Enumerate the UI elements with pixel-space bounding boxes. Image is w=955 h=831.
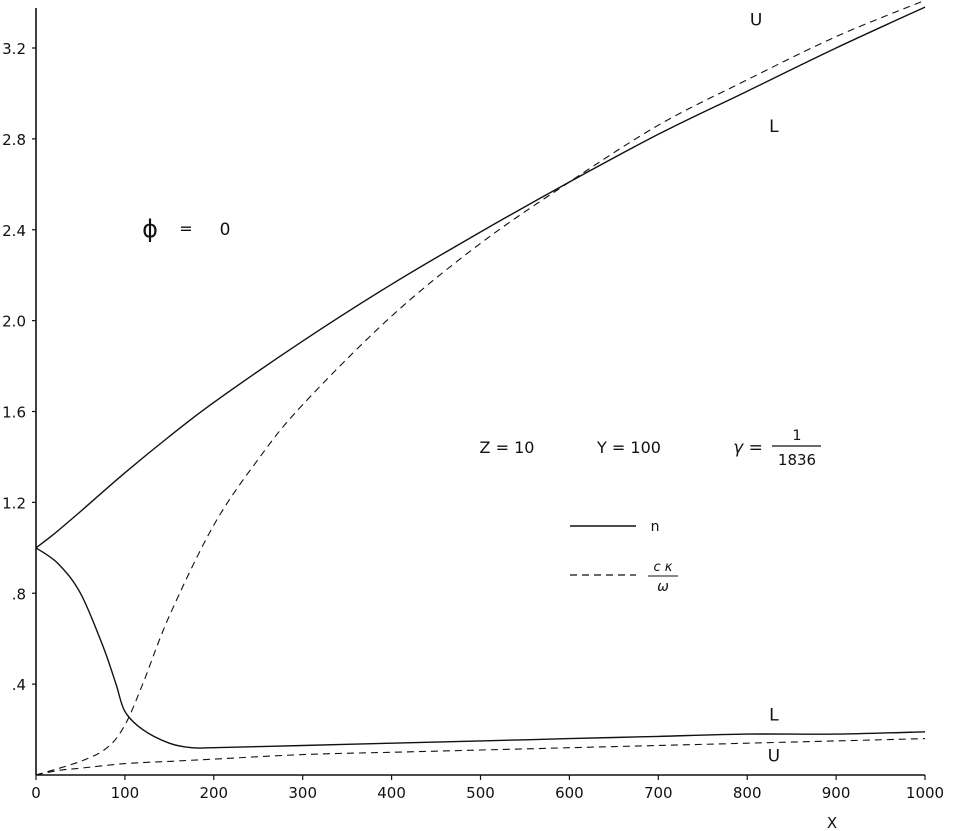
- phi-value: 0: [220, 220, 231, 240]
- series-lines: [35, 0, 926, 776]
- tick-labels: 0 100 200 300 400 500 600 700 800 900 1000 .4 .8 1.2 1…: [2, 40, 944, 802]
- y-tick-label: 2.0: [2, 313, 26, 331]
- legend-dashed-numerator: c κ: [654, 560, 673, 575]
- y-tick-label: 3.2: [2, 40, 26, 58]
- parameters-annotation: Z = 10 Y = 100 γ = 1 1836: [480, 428, 821, 469]
- x-tick-label: 700: [644, 784, 673, 802]
- x-tick-label: 900: [822, 784, 851, 802]
- param-y: Y = 100: [596, 438, 661, 457]
- x-tick-label: 800: [733, 784, 762, 802]
- series-line-L-dashed: [35, 0, 926, 776]
- x-tick-label: 1000: [906, 784, 944, 802]
- x-tick-label: 100: [111, 784, 140, 802]
- curve-label: U: [750, 10, 762, 30]
- y-tick-label: 2.4: [2, 222, 26, 240]
- curve-labels: U L L U: [750, 10, 780, 766]
- param-gamma-symbol: γ =: [733, 438, 763, 458]
- x-axis-label: X: [827, 814, 837, 831]
- y-tick-label: .4: [12, 676, 26, 694]
- legend-dashed-denominator: ω: [657, 579, 669, 595]
- phi-annotation: ϕ = 0: [142, 215, 230, 243]
- phi-equals: =: [179, 219, 192, 238]
- curve-label: L: [769, 705, 779, 725]
- y-tick-label: 1.2: [2, 494, 26, 512]
- param-gamma-numerator: 1: [793, 428, 802, 444]
- x-tick-label: 500: [466, 784, 495, 802]
- x-tick-label: 0: [31, 784, 41, 802]
- param-gamma-denominator: 1836: [778, 451, 816, 469]
- curve-label: U: [768, 746, 780, 766]
- y-tick-label: .8: [12, 585, 26, 603]
- curve-label: L: [769, 117, 779, 137]
- x-tick-label: 300: [288, 784, 317, 802]
- y-tick-label: 1.6: [2, 404, 26, 422]
- series-line-U-solid: [35, 6, 926, 549]
- series-line-L-solid: [35, 547, 926, 749]
- x-tick-label: 400: [377, 784, 406, 802]
- legend: n c κ ω: [570, 519, 678, 595]
- param-z: Z = 10: [480, 438, 535, 457]
- y-tick-label: 2.8: [2, 131, 26, 149]
- x-tick-label: 600: [555, 784, 584, 802]
- x-tick-label: 200: [199, 784, 228, 802]
- legend-solid-label: n: [651, 519, 660, 535]
- series-line-U-dashed: [35, 738, 926, 776]
- axes: [35, 8, 925, 776]
- phi-symbol: ϕ: [142, 215, 158, 243]
